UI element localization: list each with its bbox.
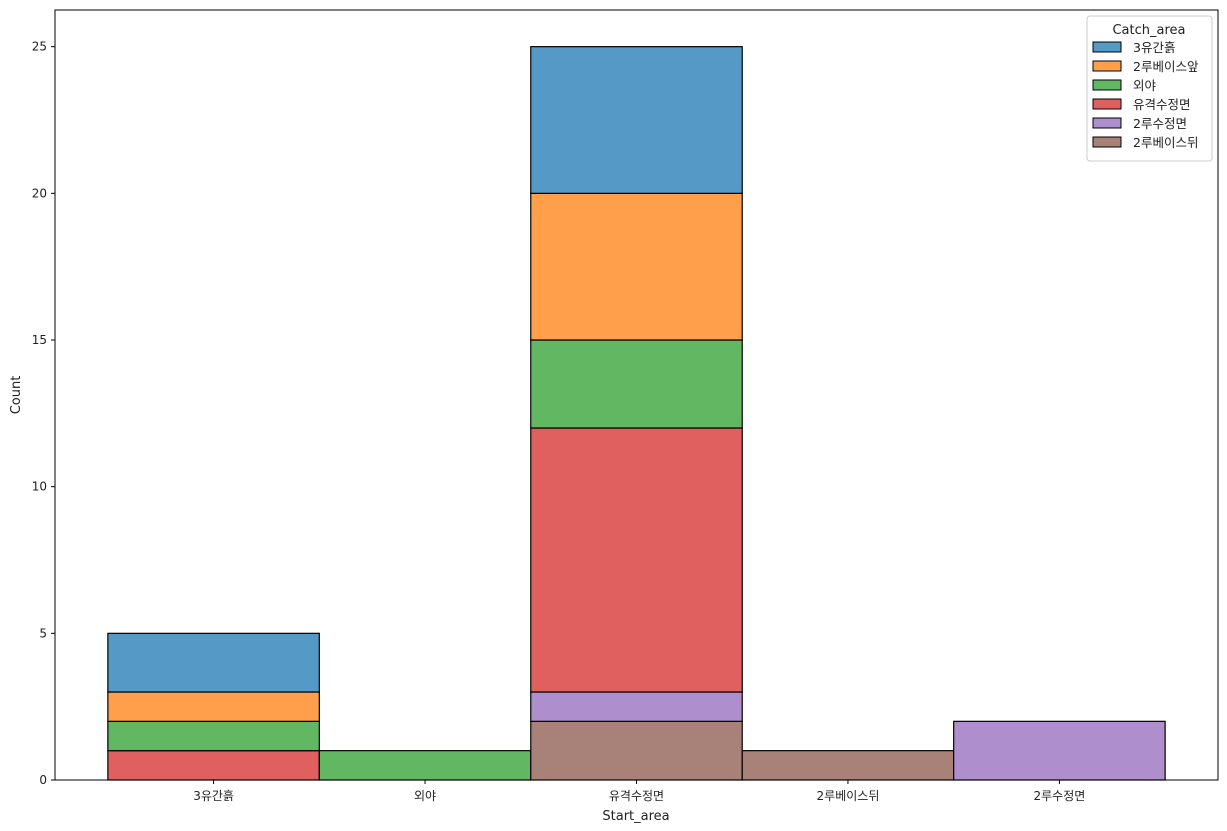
y-tick-label: 15 [32,333,47,347]
y-axis-label: Count [9,376,24,415]
y-tick-label: 20 [32,186,47,200]
bar-segment [741,750,955,781]
legend-entry-label: 2루베이스앞 [1133,59,1199,74]
legend-entry-label: 2루수정면 [1133,116,1187,131]
bar-segment [107,750,320,781]
y-tick-label: 0 [39,773,47,787]
bar-segment [107,691,320,722]
x-tick-label: 외야 [414,789,436,803]
bar-segment [530,427,743,693]
legend-swatch [1092,136,1122,148]
legend-title: Catch_area [1112,23,1185,38]
y-tick-label: 10 [32,480,47,494]
legend-swatch [1092,60,1122,72]
x-axis: 3유간흙 외야 유격수정면 2루베이스뒤 2루수정면 [193,780,1085,803]
bar-segment [530,46,743,194]
y-tick-label: 5 [39,626,47,640]
bar-segment [107,720,320,752]
x-tick-label: 3유간흙 [193,789,234,803]
bar-segment [530,720,743,781]
legend-swatch [1092,79,1122,91]
bar-segment [953,720,1166,781]
x-tick-label: 2루베이스뒤 [817,789,880,803]
bar-segment [318,750,532,781]
legend-swatch [1092,98,1122,110]
x-axis-label: Start_area [602,809,669,824]
y-axis: 0 5 10 15 20 25 [32,40,55,787]
y-tick-label: 25 [32,40,47,54]
bar-segment [107,632,320,693]
legend-entry-label: 외야 [1133,78,1157,93]
bars-layer [107,46,1166,781]
bar-segment [530,339,743,429]
x-tick-label: 유격수정면 [609,789,664,803]
legend-entry-label: 유격수정면 [1133,97,1191,112]
bar-segment [530,192,743,341]
legend-swatch [1092,117,1122,129]
x-tick-label: 2루수정면 [1034,789,1086,803]
legend-entry-label: 2루베이스뒤 [1133,135,1198,150]
bar-segment [530,691,743,722]
legend-entry-label: 3유간흙 [1133,40,1175,55]
legend-swatch [1092,41,1122,53]
